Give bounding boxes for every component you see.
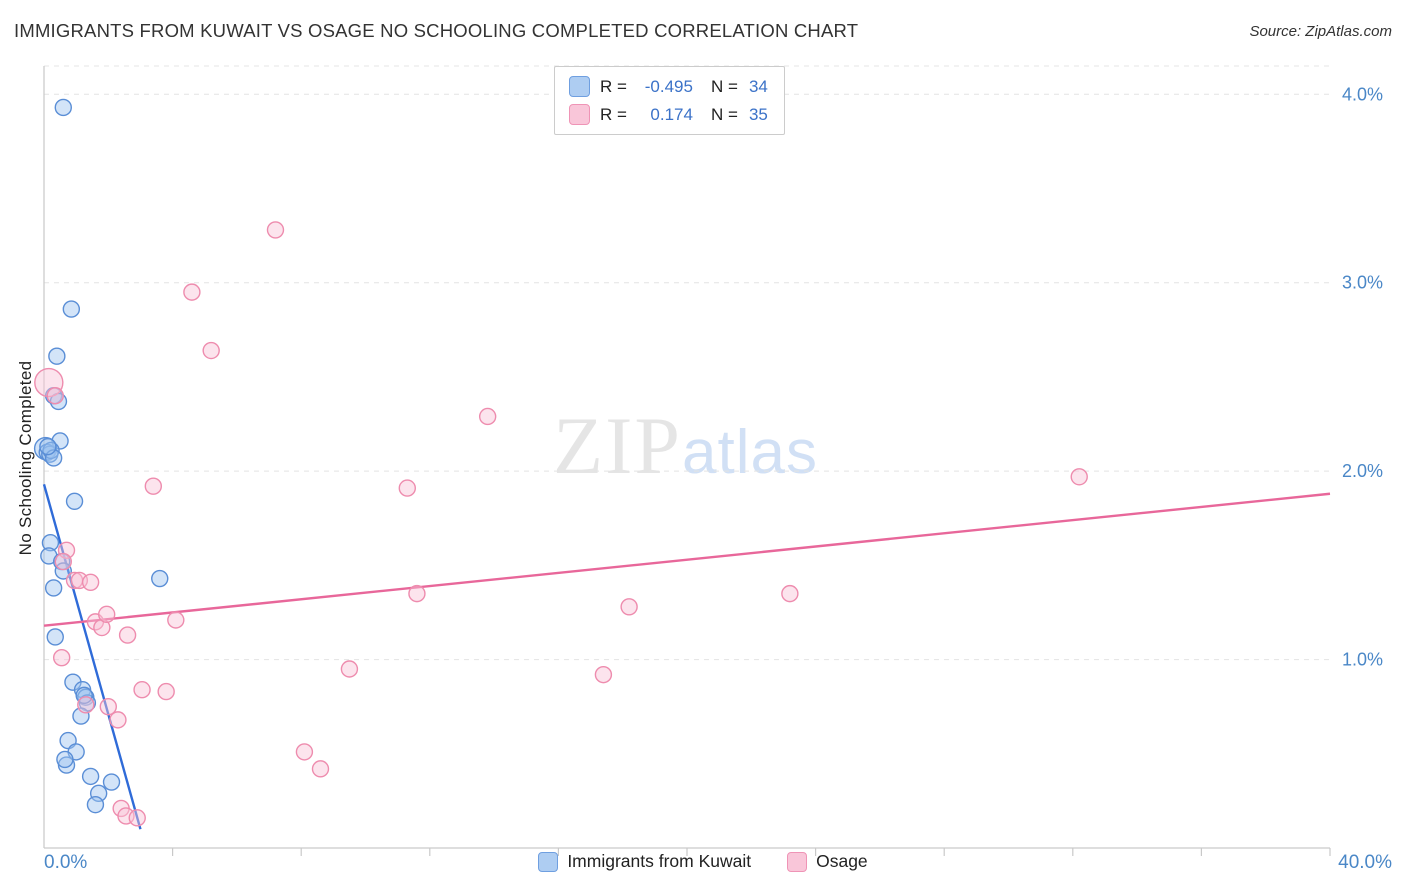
osage-legend-label: Osage [816, 851, 868, 871]
trend-line [43, 492, 1331, 627]
data-point [48, 347, 66, 365]
data-point [54, 552, 72, 571]
data-point [295, 743, 314, 761]
data-point [151, 569, 169, 588]
data-point [144, 477, 163, 495]
data-point [41, 534, 60, 552]
data-point [167, 611, 185, 629]
data-point [109, 711, 127, 729]
data-point [65, 492, 84, 510]
data-point [398, 479, 416, 497]
trend-line [42, 483, 142, 830]
kuwait-legend-label: Immigrants from Kuwait [567, 851, 752, 871]
bottom-legend-item-kuwait: Immigrants from Kuwait [538, 851, 751, 872]
data-point [34, 367, 64, 398]
data-point [44, 579, 63, 597]
legend-row-osage: R = 0.174 N = 35 [569, 104, 768, 125]
r-value-osage: 0.174 [650, 104, 693, 124]
y-tick-label: 3.0% [1342, 273, 1383, 293]
data-point [102, 773, 121, 791]
x-axis-min-label: 0.0% [44, 852, 88, 873]
y-tick-label: 4.0% [1342, 84, 1383, 104]
data-point [594, 665, 613, 684]
bottom-legend-item-osage: Osage [787, 851, 868, 872]
data-point [46, 628, 64, 646]
bottom-legend: Immigrants from Kuwait Osage [0, 851, 1406, 872]
data-point [52, 648, 71, 667]
data-point [54, 98, 72, 117]
data-point [266, 221, 285, 239]
source-link[interactable]: Source: ZipAtlas.com [1249, 23, 1392, 40]
y-axis-label: No Schooling Completed [16, 360, 35, 556]
data-point [97, 605, 116, 624]
kuwait-swatch [569, 76, 590, 97]
data-point [46, 387, 64, 405]
watermark-zip: ZIP [553, 400, 682, 491]
n-label: N = [710, 76, 738, 96]
y-tick-label: 2.0% [1342, 461, 1383, 481]
n-label: N = [710, 104, 738, 124]
data-point [183, 283, 201, 301]
data-point [81, 767, 100, 786]
legend-box: R = -0.495 N = 34 R = 0.174 N = 35 [554, 66, 785, 135]
data-point [340, 660, 359, 678]
data-point [157, 682, 175, 701]
data-point [118, 626, 137, 644]
kuwait-legend-swatch [538, 851, 559, 872]
data-point [86, 795, 105, 814]
data-point [56, 750, 74, 769]
data-point [54, 562, 72, 580]
n-value-osage: 35 [748, 104, 768, 124]
n-value-kuwait: 34 [748, 76, 768, 96]
watermark-atlas: atlas [682, 418, 818, 487]
data-point [128, 809, 146, 827]
x-axis-max-label: 40.0% [1338, 852, 1392, 873]
data-point [620, 598, 638, 616]
y-tick-label: 1.0% [1342, 650, 1383, 670]
data-point [408, 584, 426, 603]
data-point [133, 681, 151, 699]
data-point [781, 584, 799, 603]
osage-legend-swatch [787, 851, 808, 872]
osage-swatch [569, 104, 590, 125]
data-point [478, 407, 497, 426]
data-point [77, 696, 95, 714]
r-label: R = [600, 76, 627, 96]
r-value-kuwait: -0.495 [644, 76, 693, 96]
r-label: R = [600, 104, 627, 124]
page-title: IMMIGRANTS FROM KUWAIT VS OSAGE NO SCHOO… [14, 20, 859, 41]
data-point [39, 437, 57, 456]
legend-row-kuwait: R = -0.495 N = 34 [569, 76, 768, 97]
data-point [81, 573, 100, 592]
data-point [93, 618, 111, 637]
data-point [202, 341, 220, 360]
data-point [1070, 468, 1088, 486]
watermark: ZIPatlas [553, 405, 818, 487]
data-point [62, 300, 81, 318]
data-point [99, 697, 118, 716]
data-point [311, 760, 330, 778]
